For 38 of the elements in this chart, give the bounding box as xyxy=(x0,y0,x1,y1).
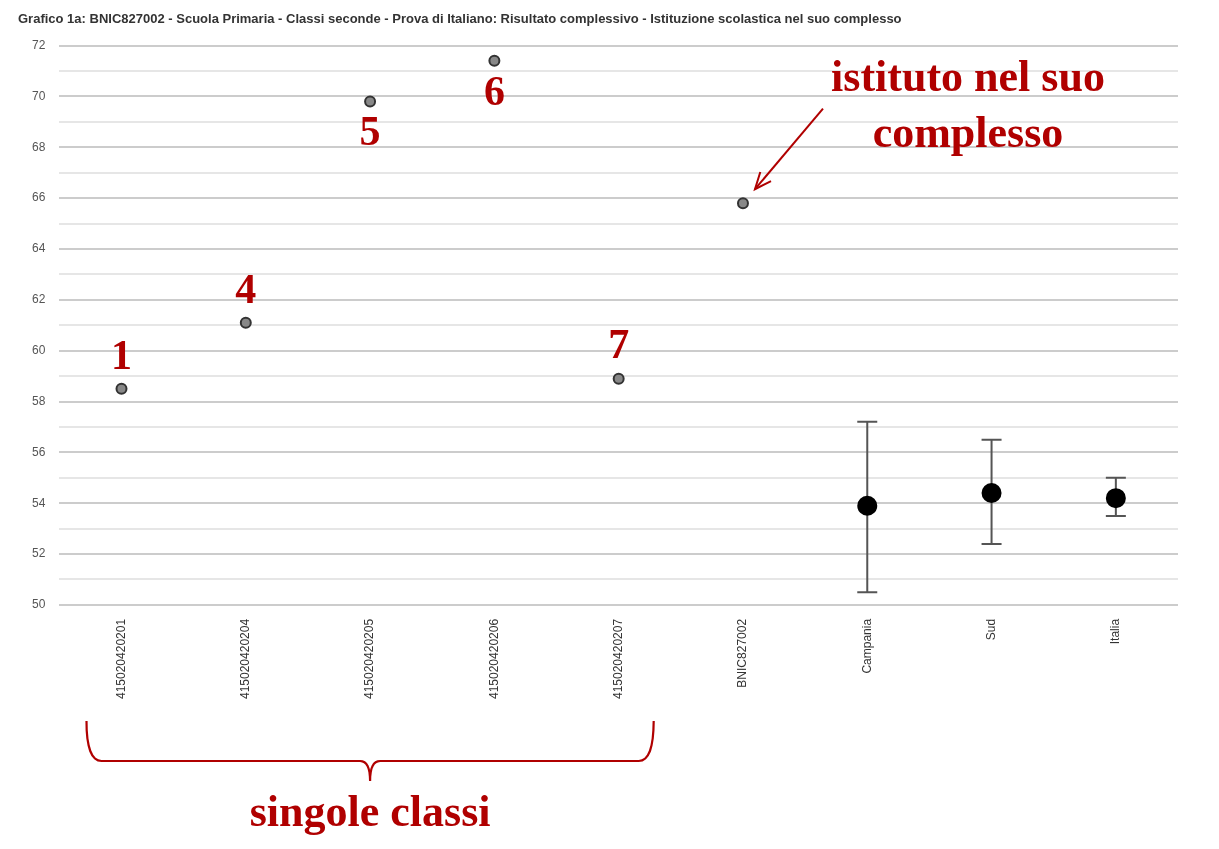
x-tick-label: Campania xyxy=(859,618,874,674)
y-tick-label: 50 xyxy=(31,597,46,612)
annotation: 7 xyxy=(608,321,630,368)
y-tick-label: 58 xyxy=(31,393,46,408)
y-tick-label: 64 xyxy=(31,241,46,256)
y-tick-label: 70 xyxy=(31,88,46,103)
point xyxy=(115,382,128,395)
y-tick-label: 54 xyxy=(31,495,46,510)
point xyxy=(488,54,501,67)
y-tick-label: 62 xyxy=(31,292,46,307)
x-tick-label: BNIC827002 xyxy=(735,618,750,688)
x-tick-label: 415020420205 xyxy=(362,618,377,700)
point xyxy=(857,495,878,516)
y-tick-label: 66 xyxy=(31,190,46,205)
text: singole classi xyxy=(249,787,491,836)
y-tick-label: 56 xyxy=(31,444,46,459)
x-tick-label: Sud xyxy=(983,618,998,641)
x-tick-label: Italia xyxy=(1108,618,1123,645)
point xyxy=(736,197,749,210)
x-tick-label: 415020420201 xyxy=(113,618,128,700)
y-tick-label: 52 xyxy=(31,546,46,561)
annotation: istituto nel suo complesso xyxy=(831,51,1105,157)
annotation: 1 xyxy=(111,331,132,378)
point xyxy=(239,316,252,329)
annotation: 4 xyxy=(235,265,257,312)
annotation: 6 xyxy=(483,67,505,114)
point xyxy=(612,372,625,385)
y-tick-label: 68 xyxy=(31,139,46,154)
x-tick-label: 415020420204 xyxy=(238,618,253,700)
chart-title: Grafico 1a: BNIC827002 - Scuola Primaria - Classi seconde - Prova di Italiano: Risultato complessivo - Istituzione scolastica nel suo complesso xyxy=(18,11,902,27)
point xyxy=(364,95,377,108)
x-tick-label: 415020420206 xyxy=(486,618,501,700)
point xyxy=(1105,488,1126,509)
point xyxy=(981,483,1002,504)
y-tick-label: 72 xyxy=(31,37,46,52)
x-tick-label: 415020420207 xyxy=(610,618,625,700)
y-tick-label: 60 xyxy=(31,342,46,357)
annotation: 5 xyxy=(359,108,381,155)
